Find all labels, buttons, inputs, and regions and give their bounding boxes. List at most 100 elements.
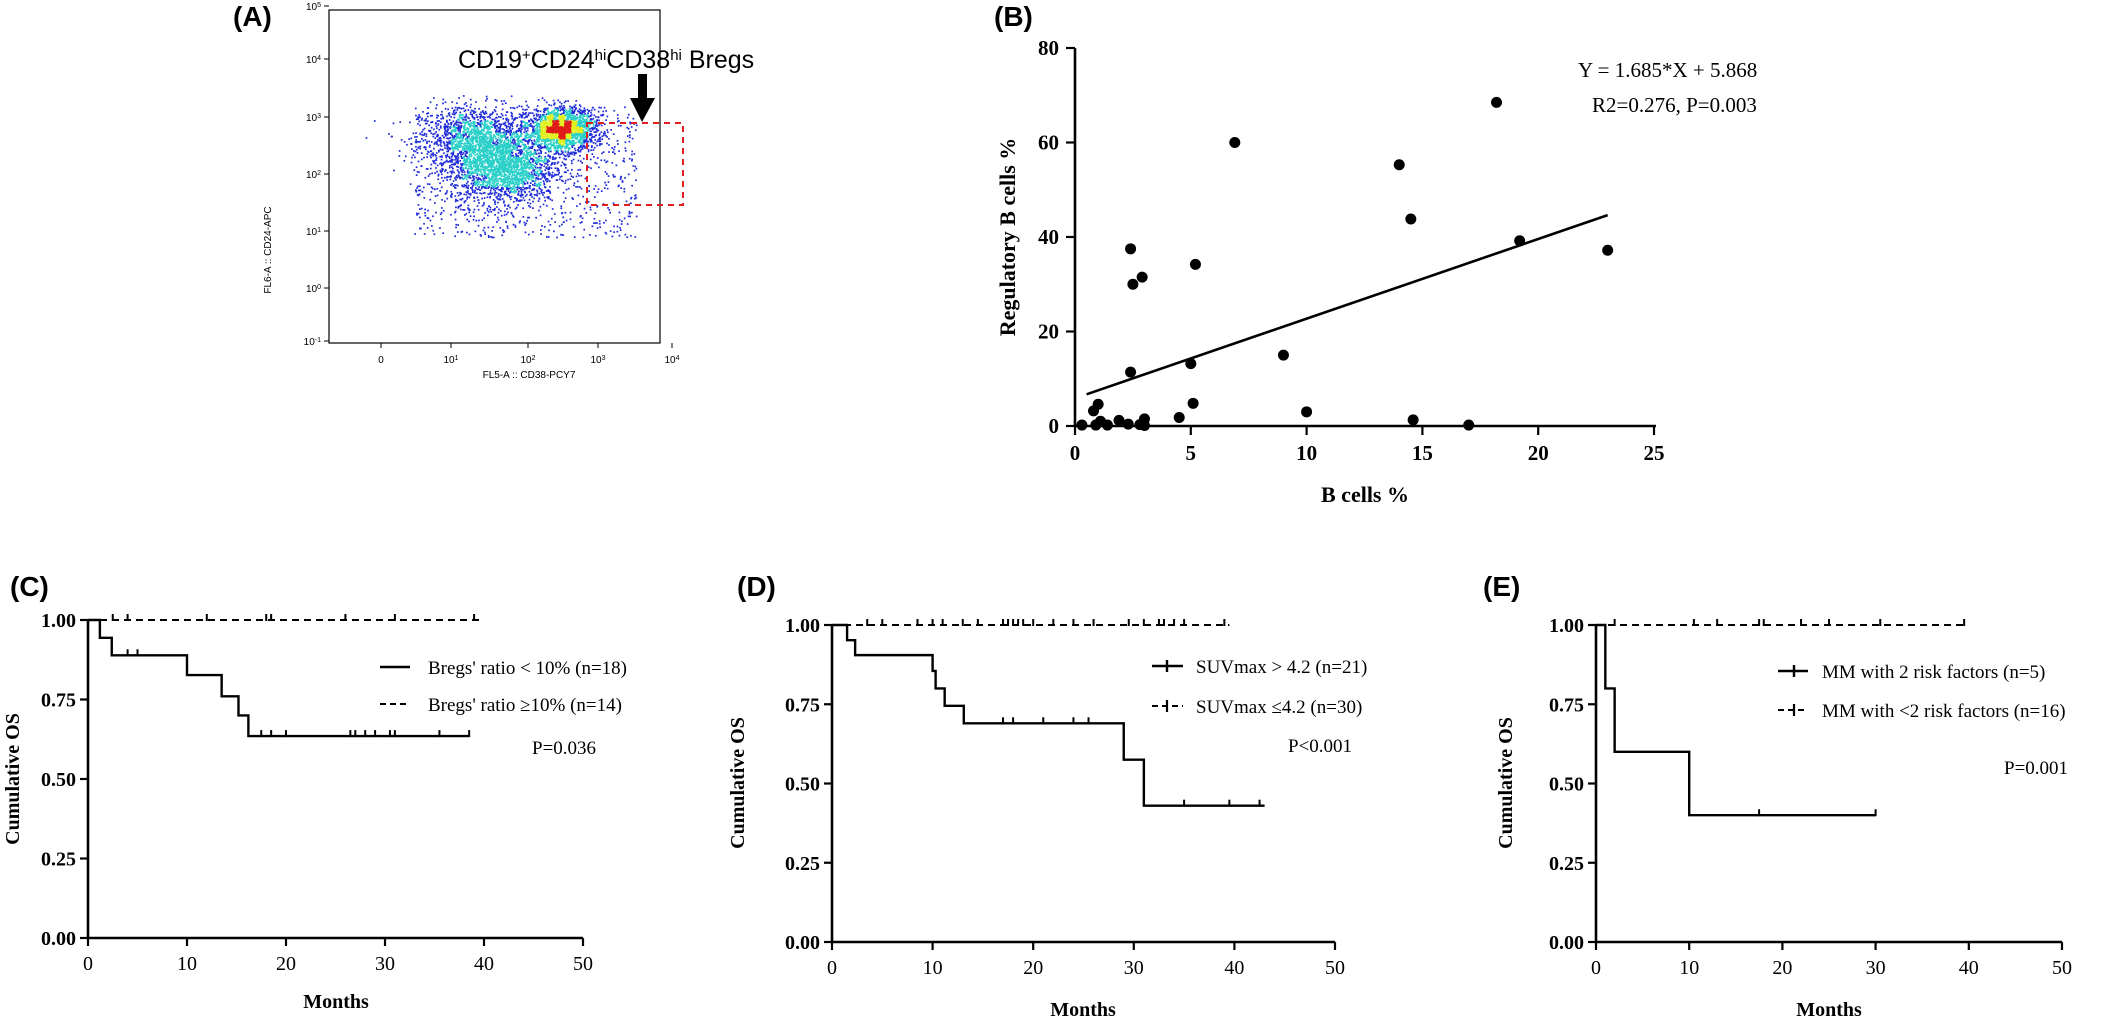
flow-event-dot bbox=[454, 130, 457, 133]
flow-event-dot bbox=[496, 179, 498, 181]
flow-event-dot bbox=[626, 236, 629, 238]
flow-event-dot bbox=[469, 138, 472, 141]
flow-event-dot bbox=[467, 141, 470, 144]
flow-event-dot bbox=[493, 188, 495, 191]
flow-event-dot bbox=[442, 141, 445, 144]
flow-event-dot bbox=[560, 138, 563, 141]
flow-event-dot bbox=[591, 140, 593, 143]
flow-event-dot bbox=[489, 139, 492, 141]
flow-event-dot bbox=[565, 155, 567, 157]
flow-event-dot bbox=[491, 146, 494, 149]
flow-event-dot bbox=[483, 112, 486, 115]
flow-event-dot bbox=[463, 185, 465, 188]
flow-event-dot bbox=[476, 159, 479, 162]
flow-event-dot bbox=[451, 161, 453, 163]
flow-event-dot bbox=[502, 231, 505, 233]
flow-event-dot bbox=[515, 165, 518, 168]
flow-event-dot bbox=[607, 131, 609, 134]
flow-event-dot bbox=[511, 128, 514, 130]
flow-event-dot bbox=[578, 125, 581, 128]
flow-event-dot bbox=[513, 201, 515, 203]
flow-event-dot bbox=[549, 149, 552, 152]
flow-event-dot bbox=[440, 158, 443, 161]
flow-event-dot bbox=[526, 125, 529, 128]
flow-event-dot bbox=[465, 148, 468, 151]
flow-event-dot bbox=[485, 187, 487, 189]
flow-event-dot bbox=[464, 132, 467, 135]
flow-event-dot bbox=[620, 175, 623, 178]
flow-event-dot bbox=[445, 160, 447, 163]
flow-event-dot bbox=[526, 181, 529, 184]
flow-event-dot bbox=[538, 197, 541, 200]
flow-event-dot bbox=[430, 191, 433, 193]
flow-event-dot bbox=[476, 165, 479, 168]
flow-event-dot bbox=[509, 206, 511, 209]
flow-event-dot bbox=[451, 101, 454, 103]
flow-event-dot bbox=[448, 156, 451, 158]
flow-event-dot bbox=[472, 184, 474, 187]
flow-event-dot bbox=[618, 234, 621, 237]
flow-event-dot bbox=[473, 172, 476, 174]
flow-event-dot bbox=[469, 113, 472, 115]
flow-event-dot bbox=[518, 221, 521, 224]
flow-event-dot bbox=[460, 151, 462, 154]
flow-event-dot bbox=[514, 161, 517, 163]
flow-event-dot bbox=[525, 140, 528, 142]
flow-event-dot bbox=[572, 143, 575, 145]
flow-event-dot bbox=[571, 162, 573, 165]
flow-event-dot bbox=[417, 185, 419, 188]
flow-event-dot bbox=[418, 185, 421, 188]
panel-label-e: (E) bbox=[1483, 571, 1520, 602]
flow-event-dot bbox=[440, 173, 443, 176]
flow-event-dot bbox=[523, 138, 526, 141]
flow-event-dot bbox=[424, 214, 427, 217]
flow-event-dot bbox=[473, 160, 476, 163]
flow-event-dot bbox=[416, 136, 418, 138]
flow-event-dot bbox=[420, 207, 423, 210]
flow-event-dot bbox=[437, 134, 439, 137]
flow-event-dot bbox=[530, 124, 533, 127]
flow-event-dot bbox=[469, 111, 472, 114]
flow-event-dot bbox=[503, 135, 506, 137]
flow-event-dot bbox=[485, 148, 488, 151]
flow-event-dot bbox=[478, 158, 481, 160]
flow-event-dot bbox=[519, 153, 522, 156]
flow-event-dot bbox=[486, 207, 489, 210]
flow-event-dot bbox=[531, 196, 533, 198]
flow-event-dot bbox=[526, 163, 528, 165]
flow-event-dot bbox=[526, 133, 529, 136]
flow-event-dot bbox=[499, 161, 502, 164]
flow-event-dot bbox=[498, 168, 500, 171]
flow-event-dot bbox=[569, 140, 572, 143]
flow-event-dot bbox=[514, 197, 516, 199]
flow-event-dot bbox=[490, 163, 492, 166]
flow-event-dot bbox=[515, 158, 518, 160]
flow-event-dot bbox=[437, 178, 440, 181]
flow-event-dot bbox=[507, 155, 510, 157]
flow-event-dot bbox=[541, 192, 543, 194]
flow-event-dot bbox=[436, 114, 438, 117]
flow-event-dot bbox=[469, 142, 471, 145]
flow-event-dot bbox=[495, 154, 498, 156]
flow-event-dot bbox=[600, 124, 603, 127]
flow-event-dot bbox=[517, 183, 520, 185]
flow-event-dot bbox=[457, 160, 459, 163]
flow-event-dot bbox=[472, 179, 475, 181]
flow-event-dot bbox=[499, 193, 502, 196]
flow-event-dot bbox=[532, 120, 534, 123]
flow-event-dot bbox=[545, 180, 548, 183]
flow-event-dot bbox=[512, 181, 514, 183]
flow-event-dot bbox=[502, 229, 504, 232]
flow-event-dot bbox=[504, 114, 507, 117]
flow-event-dot bbox=[398, 155, 401, 157]
flow-event-dot bbox=[545, 146, 547, 149]
flow-event-dot bbox=[568, 147, 571, 150]
flow-event-dot bbox=[468, 144, 471, 147]
flow-event-dot bbox=[537, 152, 540, 155]
flow-event-dot bbox=[530, 146, 532, 149]
flow-event-dot bbox=[440, 117, 443, 120]
flow-event-dot bbox=[507, 145, 510, 147]
flow-event-dot bbox=[458, 116, 461, 118]
flow-event-dot bbox=[485, 123, 488, 126]
flow-event-dot bbox=[558, 139, 560, 141]
